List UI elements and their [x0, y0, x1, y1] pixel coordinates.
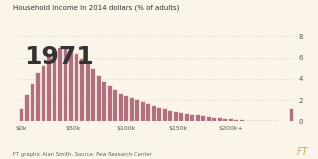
Bar	[195, 114, 200, 121]
Text: 1971: 1971	[24, 45, 93, 69]
Bar	[135, 99, 139, 121]
Bar	[211, 117, 216, 121]
Bar	[85, 63, 89, 121]
Bar	[123, 95, 128, 121]
Bar	[52, 51, 57, 121]
Bar	[266, 120, 271, 121]
Bar	[200, 115, 205, 121]
Text: Household income in 2014 dollars (% of adults): Household income in 2014 dollars (% of a…	[13, 5, 179, 11]
Bar	[118, 93, 122, 121]
Bar	[90, 68, 95, 121]
Bar	[206, 116, 211, 121]
Bar	[129, 97, 134, 121]
Bar	[74, 53, 79, 121]
Bar	[250, 120, 255, 121]
Bar	[228, 118, 233, 121]
Bar	[288, 108, 293, 121]
Bar	[255, 120, 260, 121]
Bar	[57, 47, 62, 121]
Bar	[19, 108, 24, 121]
Bar	[35, 73, 40, 121]
Bar	[162, 108, 167, 121]
Bar	[68, 49, 73, 121]
Bar	[79, 58, 84, 121]
Bar	[173, 111, 178, 121]
Bar	[245, 120, 249, 121]
Bar	[156, 107, 161, 121]
Bar	[24, 94, 29, 121]
Bar	[190, 114, 194, 121]
Bar	[217, 117, 222, 121]
Bar	[30, 83, 34, 121]
Bar	[41, 65, 45, 121]
Text: FT: FT	[297, 147, 308, 157]
Bar	[145, 103, 150, 121]
Bar	[178, 112, 183, 121]
Bar	[96, 75, 100, 121]
Bar	[184, 113, 189, 121]
Bar	[63, 48, 67, 121]
Bar	[151, 105, 156, 121]
Bar	[233, 119, 238, 121]
Bar	[112, 90, 117, 121]
Bar	[46, 55, 51, 121]
Bar	[239, 119, 244, 121]
Text: FT graphic Alan Smith, Source: Pew Research Center: FT graphic Alan Smith, Source: Pew Resea…	[13, 152, 152, 157]
Bar	[223, 118, 227, 121]
Bar	[167, 110, 172, 121]
Bar	[140, 101, 145, 121]
Bar	[261, 120, 266, 121]
Bar	[101, 81, 106, 121]
Bar	[107, 85, 112, 121]
